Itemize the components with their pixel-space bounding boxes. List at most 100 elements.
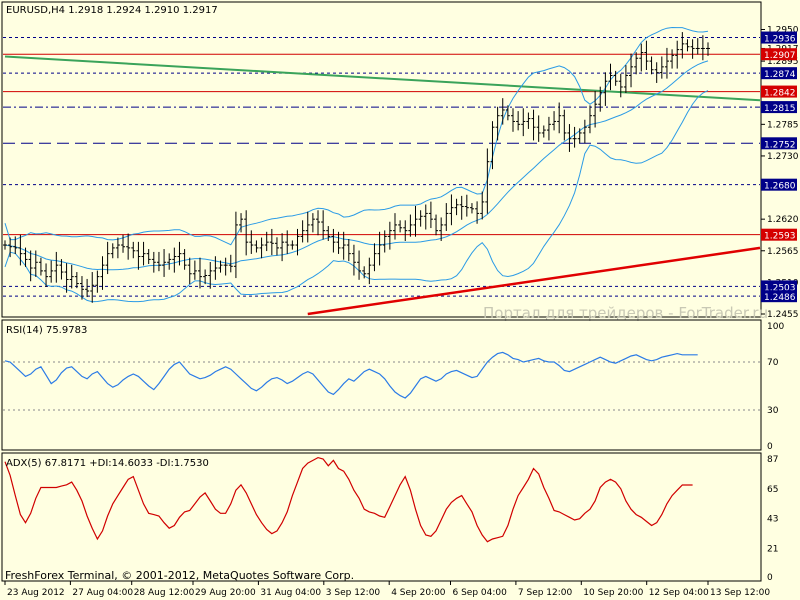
rsi-tick-70: 70: [767, 358, 779, 368]
candle-114: [587, 105, 592, 134]
candle-46: [239, 213, 244, 233]
candle-117: [603, 72, 608, 106]
time-tick-9: 10 Sep 20:00: [583, 588, 643, 598]
level-label-9: 1.2486: [764, 293, 796, 303]
price-tick-0: 1.2950: [767, 25, 799, 35]
candle-120: [618, 73, 623, 98]
level-label-7: 1.2593: [764, 232, 796, 242]
candle-19: [100, 256, 105, 290]
candle-43: [223, 257, 228, 276]
level-label-bg-8: [761, 280, 797, 293]
candle-96: [495, 106, 500, 141]
candle-86: [444, 203, 449, 231]
level-label-bg-5: [761, 137, 797, 150]
adx-panel[interactable]: ADX(5) 67.8171 +DI:14.6033 -DI:1.7530 87…: [1, 452, 778, 583]
rsi-axis: 100 70 30 0: [767, 322, 784, 452]
candle-50: [259, 237, 264, 259]
candle-107: [552, 111, 557, 131]
bollinger-middle: [4, 60, 709, 271]
candle-51: [264, 231, 269, 252]
candle-24: [126, 233, 131, 260]
candle-121: [623, 65, 628, 94]
level-label-2: 1.2874: [764, 70, 796, 80]
candle-71: [367, 257, 372, 285]
candle-116: [598, 86, 603, 112]
price-panel[interactable]: Портал для трейдеров - ForTrader.ru EURU…: [1, 1, 799, 322]
candle-34: [177, 241, 182, 266]
trendlines: [4, 55, 761, 316]
candle-115: [593, 90, 598, 128]
candle-54: [280, 233, 285, 262]
candle-124: [639, 43, 644, 72]
candle-101: [521, 108, 526, 137]
price-tick-6: 1.2565: [767, 247, 799, 257]
candle-21: [110, 243, 115, 259]
candle-137: [706, 42, 710, 56]
candle-5: [28, 250, 33, 282]
candle-49: [254, 240, 259, 253]
bollinger-bands: [4, 26, 709, 303]
level-label-bg-2: [761, 67, 797, 80]
level-label-4: 1.2815: [764, 104, 796, 114]
candle-100: [516, 111, 521, 131]
rsi-title: RSI(14) 75.9783: [6, 325, 87, 336]
candle-13: [69, 264, 74, 289]
candle-57: [295, 228, 300, 256]
candle-60: [310, 213, 315, 233]
rsi-panel[interactable]: RSI(14) 75.9783 100 70 30 0: [1, 319, 784, 452]
candle-4: [23, 247, 28, 267]
level-label-bg-9: [761, 290, 797, 303]
candle-62: [321, 210, 326, 240]
price-panel-frame: [1, 1, 762, 318]
candle-56: [290, 240, 295, 250]
candle-45: [233, 211, 238, 279]
time-axis: 23 Aug 2012 27 Aug 04:00 28 Aug 12:00 29 Au…: [4, 581, 770, 598]
candle-125: [644, 40, 649, 71]
rsi-line: [4, 351, 698, 399]
level-label-bg-3: [761, 85, 797, 98]
candle-72: [372, 243, 377, 272]
time-tick-10: 12 Sep 04:00: [649, 588, 709, 598]
candle-94: [485, 148, 490, 214]
bollinger-upper: [4, 26, 709, 246]
time-tick-8: 7 Sep 12:00: [518, 588, 573, 598]
candle-63: [326, 226, 331, 242]
candle-35: [182, 249, 187, 270]
candle-81: [418, 210, 423, 227]
candle-77: [398, 220, 403, 233]
candle-126: [649, 56, 654, 75]
time-tick-4: 31 Aug 04:00: [260, 588, 321, 598]
time-tick-6: 4 Sep 20:00: [391, 588, 446, 598]
candle-9: [49, 260, 54, 283]
candle-93: [480, 191, 485, 220]
candle-32: [167, 253, 172, 270]
candle-37: [192, 260, 197, 280]
candle-89: [459, 195, 464, 220]
adx-title: ADX(5) 67.8171 +DI:14.6033 -DI:1.7530: [6, 458, 209, 469]
candle-14: [74, 272, 79, 289]
candle-64: [331, 228, 336, 253]
candle-105: [541, 125, 546, 138]
candle-112: [577, 128, 582, 144]
candle-118: [608, 63, 613, 91]
candle-133: [685, 39, 690, 52]
level-label-6: 1.2680: [764, 182, 796, 192]
candle-95: [490, 121, 495, 170]
candle-28: [146, 249, 151, 264]
candle-29: [151, 251, 156, 273]
candle-85: [439, 217, 444, 242]
price-tick-5: 1.2620: [767, 215, 799, 225]
candle-40: [208, 261, 213, 289]
candle-88: [454, 198, 459, 216]
candle-27: [141, 241, 146, 266]
candle-129: [664, 47, 669, 79]
candle-134: [690, 39, 695, 59]
candle-20: [105, 241, 110, 275]
candle-108: [557, 102, 562, 134]
candle-6: [33, 250, 38, 277]
candle-90: [464, 194, 469, 217]
candle-7: [38, 257, 43, 276]
candle-75: [387, 221, 392, 250]
time-tick-3: 29 Aug 20:00: [195, 588, 256, 598]
